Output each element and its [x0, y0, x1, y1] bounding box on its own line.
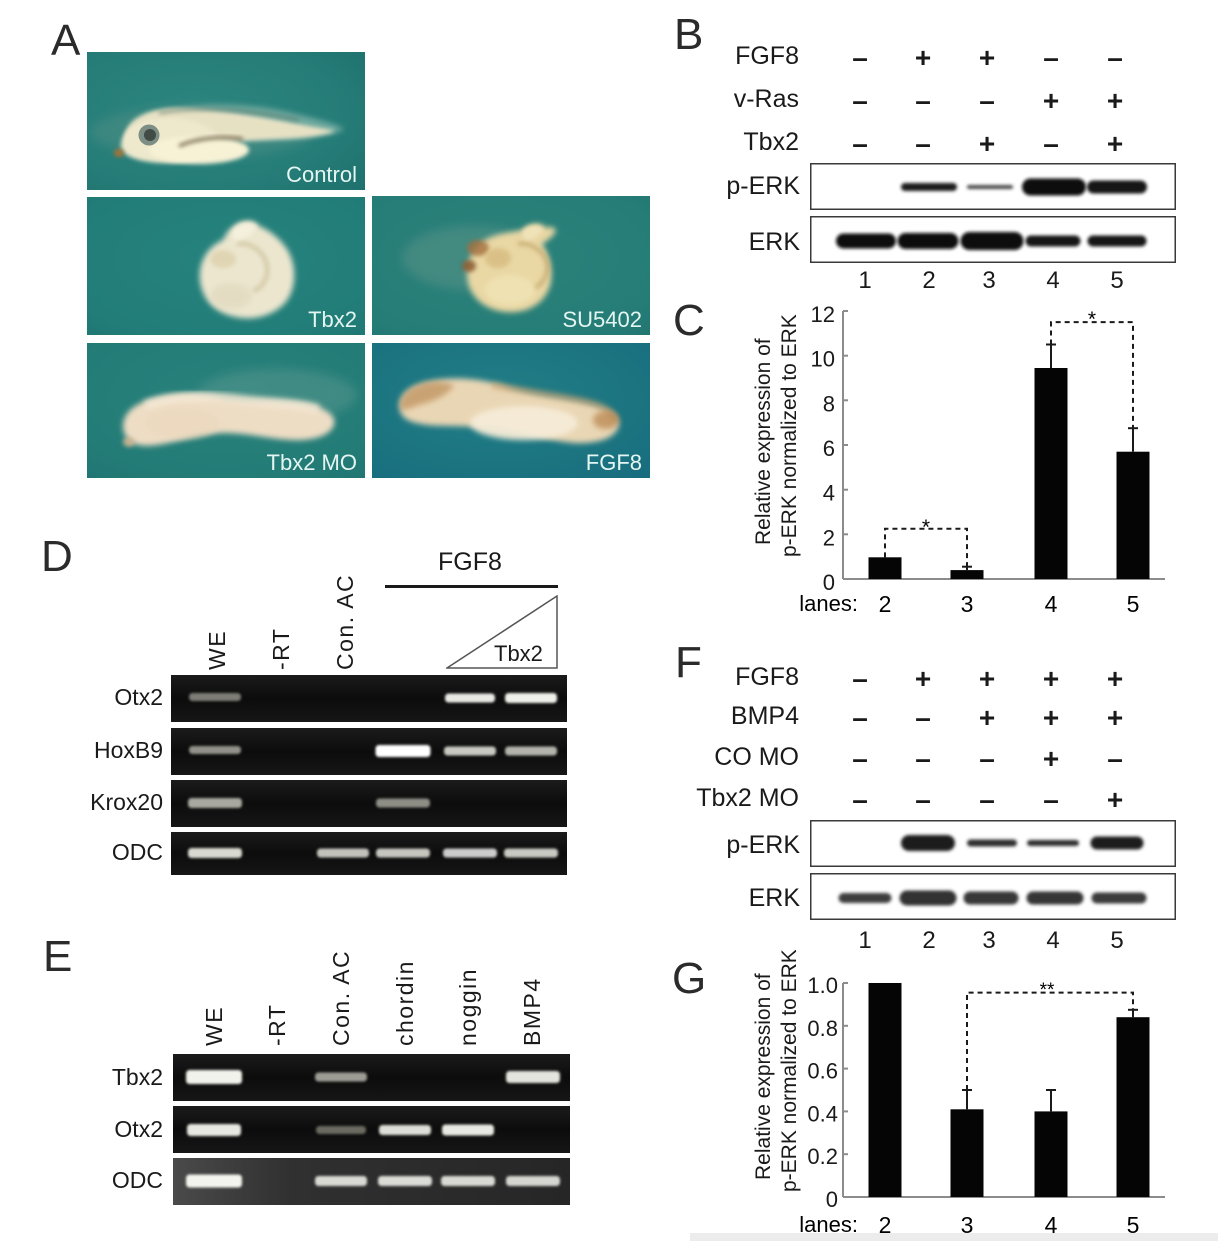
svg-text:8: 8 [823, 391, 835, 416]
svg-text:2: 2 [823, 525, 835, 550]
svg-text:SU5402: SU5402 [562, 307, 642, 332]
svg-text:0.2: 0.2 [807, 1144, 838, 1169]
svg-text:3: 3 [961, 591, 974, 617]
svg-text:0.6: 0.6 [807, 1059, 838, 1084]
svg-text:2: 2 [879, 1212, 892, 1238]
svg-text:Relative expression of: Relative expression of [752, 973, 775, 1180]
svg-text:p-ERK normalized to ERK: p-ERK normalized to ERK [778, 314, 801, 557]
svg-text:*: * [922, 516, 930, 539]
svg-text:0: 0 [823, 570, 835, 595]
svg-text:Tbx2: Tbx2 [308, 307, 357, 332]
svg-text:Tbx2 MO: Tbx2 MO [267, 450, 357, 475]
svg-text:**: ** [1040, 980, 1055, 1001]
svg-text:4: 4 [1045, 1212, 1058, 1238]
svg-text:p-ERK normalized to ERK: p-ERK normalized to ERK [778, 950, 801, 1192]
svg-text:0: 0 [826, 1187, 838, 1212]
svg-text:4: 4 [823, 481, 835, 506]
svg-text:0.4: 0.4 [807, 1101, 838, 1126]
svg-text:3: 3 [961, 1212, 974, 1238]
svg-text:*: * [1088, 308, 1096, 331]
svg-text:Relative expression of: Relative expression of [752, 338, 775, 545]
svg-text:5: 5 [1127, 591, 1140, 617]
svg-text:Control: Control [286, 162, 357, 187]
svg-text:5: 5 [1127, 1212, 1140, 1238]
svg-text:6: 6 [823, 436, 835, 461]
svg-text:0.8: 0.8 [807, 1016, 838, 1041]
svg-text:Tbx2: Tbx2 [494, 641, 543, 666]
svg-text:lanes:: lanes: [799, 1212, 858, 1237]
svg-text:4: 4 [1045, 591, 1058, 617]
svg-text:FGF8: FGF8 [586, 450, 642, 475]
svg-text:1.0: 1.0 [807, 973, 838, 998]
svg-text:10: 10 [811, 347, 835, 372]
svg-text:lanes:: lanes: [799, 591, 858, 616]
svg-text:2: 2 [879, 591, 892, 617]
svg-text:12: 12 [811, 302, 835, 327]
